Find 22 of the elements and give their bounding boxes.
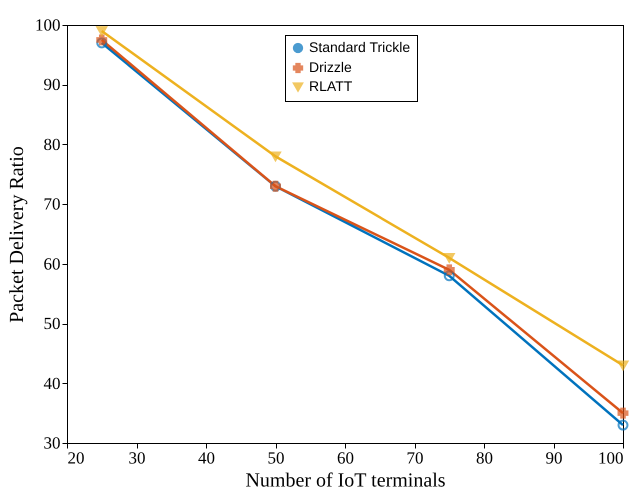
x-tick-label: 40	[198, 448, 215, 468]
x-axis-title: Number of IoT terminals	[245, 470, 446, 492]
x-tick-label: 20	[68, 448, 84, 468]
x-tick-label: 80	[476, 448, 493, 468]
y-tick-label: 80	[44, 134, 60, 154]
x-tick-label: 50	[268, 448, 284, 468]
x-tick-label: 30	[128, 448, 146, 468]
legend-label: RLATT	[309, 78, 353, 94]
y-tick-label: 90	[44, 75, 60, 94]
y-tick-label: 40	[44, 374, 60, 393]
legend-label: Drizzle	[309, 59, 352, 75]
y-tick-label: 30	[44, 434, 60, 452]
legend-label: Standard Trickle	[309, 39, 410, 55]
y-tick-label: 100	[35, 16, 60, 34]
y-axis-title: Packet Delivery Ratio	[6, 146, 28, 323]
y-tick-label: 50	[44, 314, 60, 334]
x-tick-label: 60	[337, 448, 354, 468]
x-tick-label: 90	[546, 448, 562, 468]
y-tick-label: 60	[44, 254, 60, 274]
x-tick-label: 100	[598, 448, 624, 468]
x-tick-label: 70	[406, 448, 424, 468]
y-tick-label: 70	[44, 194, 60, 214]
